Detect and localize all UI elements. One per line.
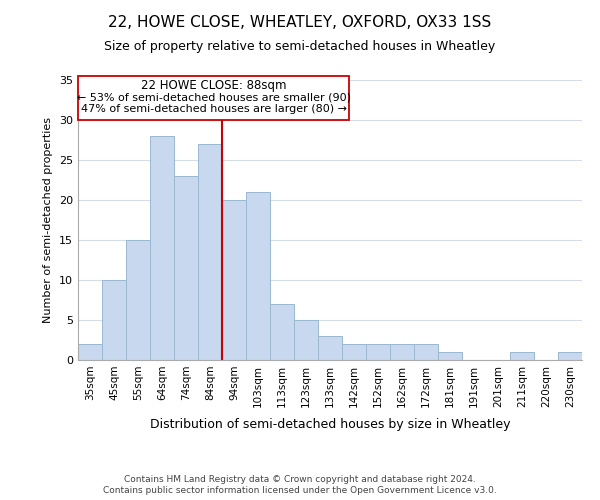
Bar <box>510 352 534 360</box>
Bar <box>270 304 294 360</box>
Text: Contains public sector information licensed under the Open Government Licence v3: Contains public sector information licen… <box>103 486 497 495</box>
FancyBboxPatch shape <box>78 76 349 120</box>
Bar <box>78 344 102 360</box>
Text: Contains HM Land Registry data © Crown copyright and database right 2024.: Contains HM Land Registry data © Crown c… <box>124 475 476 484</box>
Bar <box>102 280 126 360</box>
Bar <box>246 192 270 360</box>
Bar <box>150 136 174 360</box>
Bar <box>222 200 246 360</box>
Bar <box>558 352 582 360</box>
Text: ← 53% of semi-detached houses are smaller (90): ← 53% of semi-detached houses are smalle… <box>77 92 350 102</box>
Bar <box>342 344 366 360</box>
Text: 22, HOWE CLOSE, WHEATLEY, OXFORD, OX33 1SS: 22, HOWE CLOSE, WHEATLEY, OXFORD, OX33 1… <box>109 15 491 30</box>
Bar <box>294 320 318 360</box>
Bar <box>318 336 342 360</box>
Text: Size of property relative to semi-detached houses in Wheatley: Size of property relative to semi-detach… <box>104 40 496 53</box>
Bar <box>198 144 222 360</box>
Y-axis label: Number of semi-detached properties: Number of semi-detached properties <box>43 117 53 323</box>
Bar <box>126 240 150 360</box>
X-axis label: Distribution of semi-detached houses by size in Wheatley: Distribution of semi-detached houses by … <box>150 418 510 431</box>
Bar <box>414 344 438 360</box>
Bar <box>366 344 390 360</box>
Bar <box>438 352 462 360</box>
Text: 22 HOWE CLOSE: 88sqm: 22 HOWE CLOSE: 88sqm <box>141 79 286 92</box>
Bar <box>390 344 414 360</box>
Text: 47% of semi-detached houses are larger (80) →: 47% of semi-detached houses are larger (… <box>80 104 347 114</box>
Bar <box>174 176 198 360</box>
